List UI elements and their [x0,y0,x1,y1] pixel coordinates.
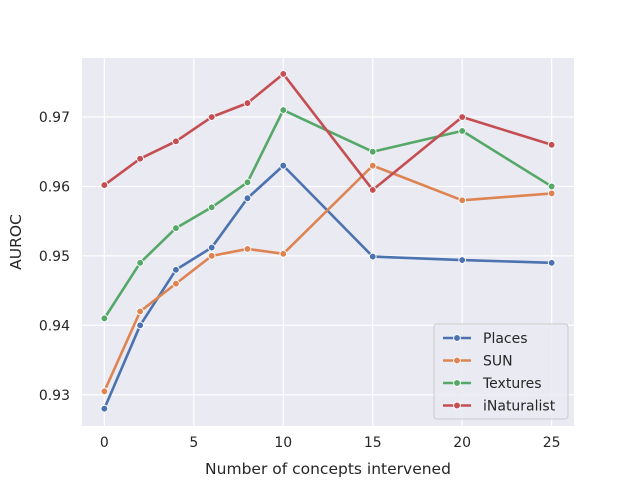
data-point-textures [279,106,288,114]
data-point-sun [458,196,467,205]
data-point-sun [368,161,377,170]
y-axis-label: AUROC [7,214,25,270]
legend-item-places: Places [443,331,528,347]
data-point-places [547,258,556,267]
data-point-inaturalist [279,70,288,78]
y-axis-ticks: 0.93 0.94 0.95 0.96 0.97 [39,110,70,404]
data-point-sun [207,252,216,260]
legend-item-inaturalist: iNaturalist [443,399,556,415]
data-point-textures [100,314,109,323]
x-tick-label: 0 [100,435,109,451]
data-point-sun [547,189,556,198]
data-point-inaturalist [243,99,252,107]
data-point-textures [243,178,252,187]
data-point-inaturalist [100,181,109,189]
data-point-inaturalist [547,140,556,149]
data-point-textures [136,258,144,267]
data-point-sun [136,307,144,316]
data-point-places [136,321,144,330]
y-tick-label: 0.94 [39,318,70,334]
series-layer [100,70,556,413]
series-inaturalist [100,70,556,194]
x-axis-label: Number of concepts intervened [205,460,451,478]
legend: Places SUN Textures iNaturalist [433,323,569,420]
data-point-inaturalist [368,186,377,194]
data-point-textures [458,127,467,135]
data-point-textures [207,203,216,212]
legend-label: SUN [483,354,513,370]
legend-swatch-marker [453,379,461,387]
data-point-sun [100,387,109,396]
data-point-sun [243,245,252,253]
x-tick-label: 10 [274,435,292,451]
x-tick-label: 25 [543,435,561,451]
legend-label: Textures [482,376,542,392]
data-point-inaturalist [207,113,216,121]
legend-frame [433,323,569,420]
y-tick-label: 0.93 [39,388,70,404]
legend-label: Places [483,331,528,347]
data-point-textures [172,224,180,232]
y-tick-label: 0.96 [39,179,70,195]
series-places [100,161,556,413]
data-point-sun [279,249,288,258]
series-sun [100,161,556,396]
data-point-inaturalist [458,113,467,121]
data-point-places [458,256,467,264]
data-point-places [279,161,288,170]
legend-swatch-marker [453,401,461,410]
data-point-textures [368,147,377,156]
data-point-places [100,404,109,413]
y-tick-label: 0.97 [39,110,70,126]
data-point-inaturalist [136,154,144,163]
x-tick-label: 20 [453,435,471,451]
data-point-places [172,265,180,274]
series-textures [100,106,556,323]
x-axis-ticks: 0 5 10 15 20 25 [100,435,561,451]
legend-item-textures: Textures [443,376,542,392]
data-point-places [368,252,377,261]
data-point-places [243,194,252,203]
data-point-places [207,243,216,252]
x-tick-label: 5 [189,435,198,451]
legend-item-sun: SUN [443,354,513,370]
grid-lines [82,58,574,426]
legend-swatch-marker [453,334,461,342]
y-tick-label: 0.95 [39,249,70,265]
legend-swatch-marker [453,356,461,365]
data-point-inaturalist [172,137,180,146]
x-tick-label: 15 [364,435,382,451]
data-point-sun [172,279,180,288]
legend-label: iNaturalist [483,399,556,415]
data-point-textures [547,182,556,191]
